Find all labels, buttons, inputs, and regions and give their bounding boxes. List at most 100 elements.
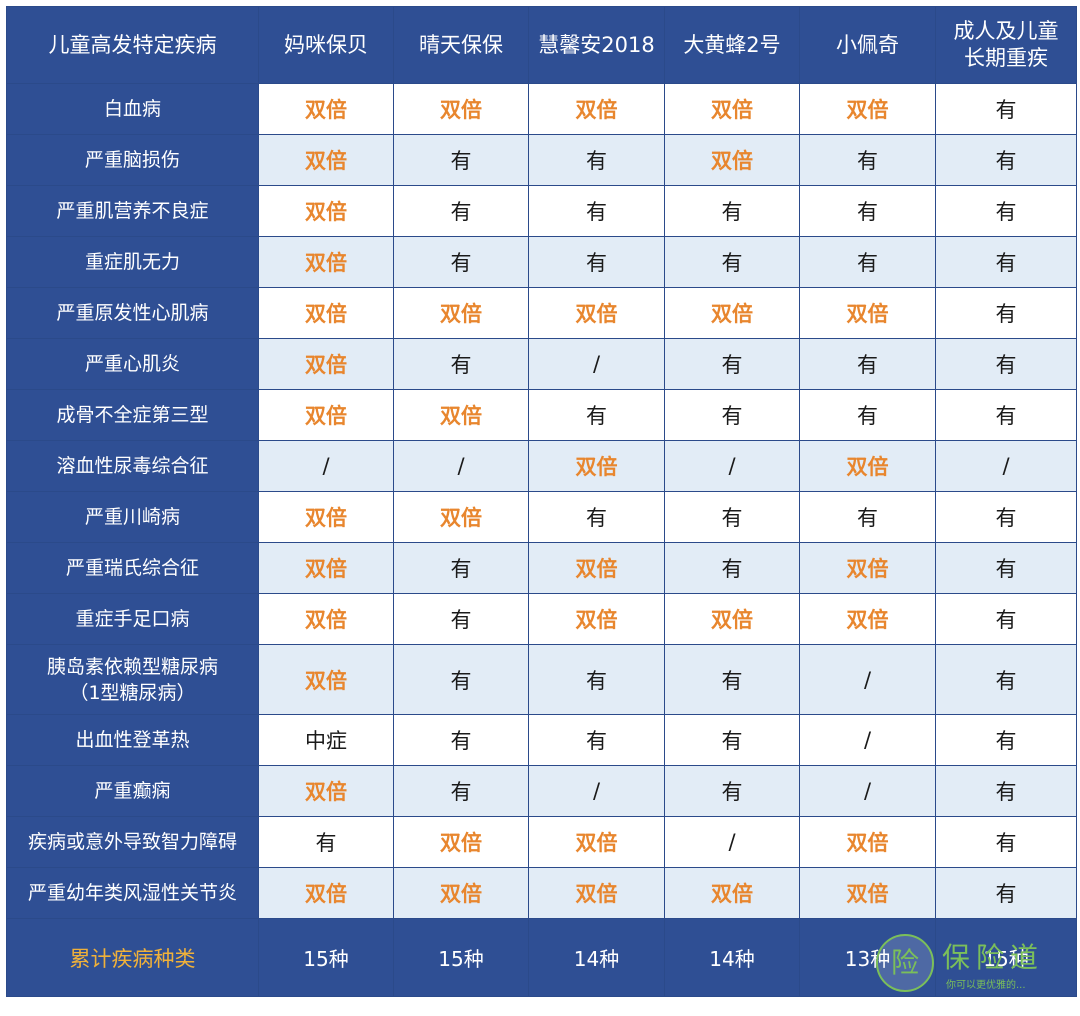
- coverage-cell: 有: [393, 338, 529, 390]
- table-row: 成骨不全症第三型 双倍 双倍有有有有: [6, 389, 1077, 441]
- disease-name: 胰岛素依赖型糖尿病 （1型糖尿病）: [6, 644, 259, 715]
- coverage-cell: 双倍: [799, 542, 936, 594]
- coverage-cell: 双倍: [258, 867, 394, 919]
- disease-name: 重症肌无力: [6, 236, 259, 288]
- coverage-cell: 有: [935, 287, 1077, 339]
- table-row: 溶血性尿毒综合征 / / 双倍 / 双倍 /: [6, 440, 1077, 492]
- coverage-cell: 有: [528, 644, 665, 715]
- table-row: 胰岛素依赖型糖尿病 （1型糖尿病） 双倍有有有 / 有: [6, 644, 1077, 715]
- coverage-cell: 双倍: [258, 765, 394, 817]
- coverage-cell: 中症: [258, 714, 394, 766]
- table-row: 严重脑损伤 双倍有有双倍有有: [6, 134, 1077, 186]
- coverage-cell: 有: [935, 593, 1077, 645]
- coverage-cell: 有: [664, 389, 800, 441]
- coverage-cell: /: [664, 816, 800, 868]
- table-row: 严重幼年类风湿性关节炎 双倍 双倍 双倍 双倍 双倍有: [6, 867, 1077, 919]
- coverage-cell: 有: [935, 185, 1077, 237]
- coverage-cell: 有: [664, 491, 800, 543]
- header-product-1: 妈咪保贝: [258, 6, 394, 84]
- coverage-cell: 有: [664, 765, 800, 817]
- header-row: 儿童高发特定疾病 妈咪保贝 晴天保保 慧馨安2018 大黄蜂2号 小佩奇 成人及儿童 长期重…: [6, 6, 1077, 84]
- coverage-cell: 双倍: [258, 134, 394, 186]
- coverage-cell: 双倍: [258, 338, 394, 390]
- comparison-table: 儿童高发特定疾病 妈咪保贝 晴天保保 慧馨安2018 大黄蜂2号 小佩奇 成人及儿童 长期重…: [6, 6, 1077, 997]
- coverage-cell: 有: [528, 491, 665, 543]
- coverage-cell: 有: [393, 134, 529, 186]
- header-product-3: 慧馨安2018: [528, 6, 665, 84]
- coverage-cell: 有: [935, 816, 1077, 868]
- coverage-cell: 有: [799, 338, 936, 390]
- footer-count: 15种: [393, 918, 529, 997]
- footer-row: 累计疾病种类 15种 15种 14种 14种 13种 15种: [6, 918, 1077, 997]
- coverage-cell: 双倍: [528, 83, 665, 135]
- coverage-cell: 双倍: [393, 867, 529, 919]
- disease-name: 严重川崎病: [6, 491, 259, 543]
- table-row: 严重川崎病 双倍 双倍有有有有: [6, 491, 1077, 543]
- disease-name: 严重脑损伤: [6, 134, 259, 186]
- coverage-cell: 有: [935, 338, 1077, 390]
- table-row: 严重心肌炎 双倍有 / 有有有: [6, 338, 1077, 390]
- header-product-4: 大黄蜂2号: [664, 6, 800, 84]
- coverage-cell: 双倍: [664, 287, 800, 339]
- coverage-cell: 双倍: [799, 816, 936, 868]
- coverage-cell: /: [528, 338, 665, 390]
- coverage-cell: 有: [393, 236, 529, 288]
- coverage-cell: 双倍: [258, 389, 394, 441]
- coverage-cell: 双倍: [258, 185, 394, 237]
- coverage-cell: 有: [935, 134, 1077, 186]
- coverage-cell: 有: [935, 389, 1077, 441]
- coverage-cell: 双倍: [799, 287, 936, 339]
- coverage-cell: 有: [935, 491, 1077, 543]
- disease-name: 严重癫痫: [6, 765, 259, 817]
- coverage-cell: 有: [528, 185, 665, 237]
- coverage-cell: 有: [528, 714, 665, 766]
- coverage-cell: 有: [799, 134, 936, 186]
- disease-name: 溶血性尿毒综合征: [6, 440, 259, 492]
- coverage-cell: 有: [528, 134, 665, 186]
- coverage-cell: 有: [935, 644, 1077, 715]
- coverage-cell: 双倍: [528, 440, 665, 492]
- table-row: 重症肌无力 双倍有有有有有: [6, 236, 1077, 288]
- coverage-cell: /: [528, 765, 665, 817]
- coverage-cell: /: [258, 440, 394, 492]
- coverage-cell: /: [935, 440, 1077, 492]
- coverage-cell: 有: [258, 816, 394, 868]
- coverage-cell: 双倍: [393, 816, 529, 868]
- coverage-cell: /: [799, 765, 936, 817]
- header-disease: 儿童高发特定疾病: [6, 6, 259, 84]
- coverage-cell: 双倍: [393, 287, 529, 339]
- disease-name: 重症手足口病: [6, 593, 259, 645]
- disease-name: 严重瑞氏综合征: [6, 542, 259, 594]
- disease-name: 严重幼年类风湿性关节炎: [6, 867, 259, 919]
- header-product-6: 成人及儿童 长期重疾: [935, 6, 1077, 84]
- coverage-cell: 双倍: [258, 236, 394, 288]
- table-row: 疾病或意外导致智力障碍有双倍 双倍 / 双倍有: [6, 816, 1077, 868]
- disease-name: 白血病: [6, 83, 259, 135]
- disease-name: 严重心肌炎: [6, 338, 259, 390]
- coverage-cell: 有: [393, 765, 529, 817]
- coverage-cell: 双倍: [528, 816, 665, 868]
- table-row: 严重瑞氏综合征 双倍有双倍有双倍有: [6, 542, 1077, 594]
- coverage-cell: 有: [799, 185, 936, 237]
- footer-count: 15种: [935, 918, 1077, 997]
- coverage-cell: 双倍: [393, 389, 529, 441]
- coverage-cell: 双倍: [664, 134, 800, 186]
- coverage-cell: 双倍: [393, 83, 529, 135]
- table-row: 出血性登革热 中症有有有 / 有: [6, 714, 1077, 766]
- header-product-5: 小佩奇: [799, 6, 936, 84]
- footer-label: 累计疾病种类: [6, 918, 259, 997]
- coverage-cell: 有: [935, 542, 1077, 594]
- coverage-cell: 有: [664, 185, 800, 237]
- disease-name: 严重原发性心肌病: [6, 287, 259, 339]
- coverage-cell: 有: [664, 714, 800, 766]
- table-row: 严重癫痫 双倍有 / 有 / 有: [6, 765, 1077, 817]
- coverage-cell: 有: [664, 338, 800, 390]
- coverage-cell: 有: [935, 867, 1077, 919]
- coverage-cell: 有: [664, 542, 800, 594]
- coverage-cell: 双倍: [258, 542, 394, 594]
- coverage-cell: 有: [393, 644, 529, 715]
- coverage-cell: 双倍: [258, 593, 394, 645]
- disease-name: 疾病或意外导致智力障碍: [6, 816, 259, 868]
- coverage-cell: 双倍: [799, 867, 936, 919]
- footer-count: 14种: [528, 918, 665, 997]
